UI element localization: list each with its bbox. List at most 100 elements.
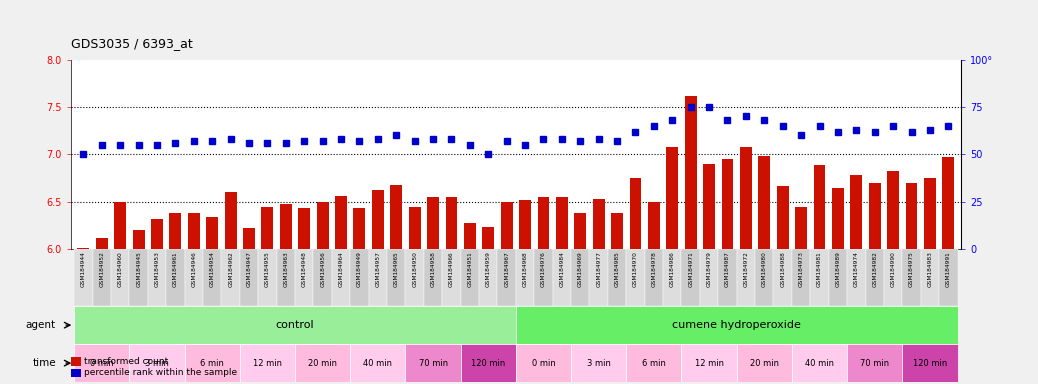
Bar: [169, 213, 182, 249]
Text: GSM184946: GSM184946: [191, 251, 196, 287]
Bar: [737, 344, 792, 382]
Bar: [224, 192, 237, 249]
Text: GSM184948: GSM184948: [302, 251, 307, 287]
Bar: [372, 190, 384, 249]
Text: percentile rank within the sample: percentile rank within the sample: [84, 368, 238, 377]
Text: 70 min: 70 min: [418, 359, 447, 367]
Text: GSM184985: GSM184985: [614, 251, 620, 287]
Text: GSM184975: GSM184975: [909, 251, 914, 287]
Text: GSM184981: GSM184981: [817, 251, 822, 287]
Text: transformed count: transformed count: [84, 357, 168, 366]
Bar: [500, 202, 513, 249]
Bar: [130, 344, 185, 382]
Bar: [111, 249, 130, 306]
Bar: [538, 197, 549, 249]
Text: GSM184972: GSM184972: [743, 251, 748, 287]
Bar: [755, 249, 773, 306]
Bar: [626, 249, 645, 306]
Text: GSM184971: GSM184971: [688, 251, 693, 287]
Text: GSM184967: GSM184967: [504, 251, 510, 287]
Bar: [243, 228, 255, 249]
Bar: [442, 249, 461, 306]
Text: GSM184970: GSM184970: [633, 251, 638, 287]
Bar: [629, 178, 641, 249]
Bar: [390, 185, 403, 249]
Bar: [792, 249, 811, 306]
Bar: [685, 96, 696, 249]
Bar: [556, 197, 568, 249]
Text: GSM184986: GSM184986: [670, 251, 675, 287]
Text: GSM184961: GSM184961: [173, 251, 177, 286]
Bar: [298, 207, 310, 249]
Bar: [152, 219, 163, 249]
Bar: [939, 249, 957, 306]
Text: GSM184969: GSM184969: [578, 251, 582, 287]
Bar: [130, 249, 147, 306]
Bar: [648, 202, 660, 249]
Bar: [480, 249, 497, 306]
Bar: [884, 249, 902, 306]
Text: 0 min: 0 min: [90, 359, 114, 367]
Bar: [424, 249, 442, 306]
Bar: [75, 249, 92, 306]
Text: GSM184955: GSM184955: [265, 251, 270, 287]
Bar: [866, 249, 884, 306]
Bar: [240, 344, 295, 382]
Text: GSM184973: GSM184973: [798, 251, 803, 287]
Bar: [368, 249, 387, 306]
Text: GSM184983: GSM184983: [927, 251, 932, 287]
Bar: [792, 344, 847, 382]
Text: GSM184950: GSM184950: [412, 251, 417, 287]
Bar: [666, 147, 678, 249]
Bar: [516, 344, 571, 382]
Bar: [682, 249, 700, 306]
Text: GSM184966: GSM184966: [449, 251, 454, 286]
Bar: [608, 249, 626, 306]
Text: GSM184960: GSM184960: [117, 251, 122, 287]
Text: 20 min: 20 min: [308, 359, 337, 367]
Bar: [387, 249, 406, 306]
Text: GSM184979: GSM184979: [707, 251, 712, 287]
Text: GSM184977: GSM184977: [596, 251, 601, 287]
Text: 6 min: 6 min: [200, 359, 224, 367]
Bar: [887, 172, 899, 249]
Bar: [905, 183, 918, 249]
Bar: [406, 249, 424, 306]
Text: GSM184949: GSM184949: [357, 251, 362, 287]
Text: 40 min: 40 min: [805, 359, 834, 367]
Text: GSM184951: GSM184951: [467, 251, 472, 287]
Text: GSM184956: GSM184956: [320, 251, 325, 287]
Text: GSM184987: GSM184987: [725, 251, 730, 287]
Bar: [776, 186, 789, 249]
Bar: [280, 204, 292, 249]
Bar: [185, 249, 203, 306]
Text: GSM184965: GSM184965: [393, 251, 399, 287]
Bar: [221, 249, 240, 306]
Bar: [350, 249, 368, 306]
Text: GSM184962: GSM184962: [228, 251, 234, 287]
Bar: [350, 344, 406, 382]
Bar: [535, 249, 552, 306]
Text: 3 min: 3 min: [586, 359, 610, 367]
Text: 3 min: 3 min: [145, 359, 169, 367]
Bar: [295, 249, 313, 306]
Bar: [737, 249, 755, 306]
Bar: [188, 213, 200, 249]
Bar: [850, 175, 863, 249]
Bar: [483, 227, 494, 249]
Bar: [943, 157, 954, 249]
Text: control: control: [276, 320, 315, 330]
Bar: [203, 249, 221, 306]
Bar: [721, 159, 734, 249]
Text: GSM184980: GSM184980: [762, 251, 767, 287]
Bar: [317, 202, 329, 249]
Bar: [590, 249, 608, 306]
Bar: [902, 249, 921, 306]
Text: GSM184944: GSM184944: [81, 251, 86, 287]
Text: GSM184990: GSM184990: [891, 251, 896, 287]
Bar: [92, 249, 111, 306]
Bar: [354, 209, 365, 249]
Text: GSM184957: GSM184957: [376, 251, 380, 287]
Bar: [759, 156, 770, 249]
Bar: [924, 178, 936, 249]
